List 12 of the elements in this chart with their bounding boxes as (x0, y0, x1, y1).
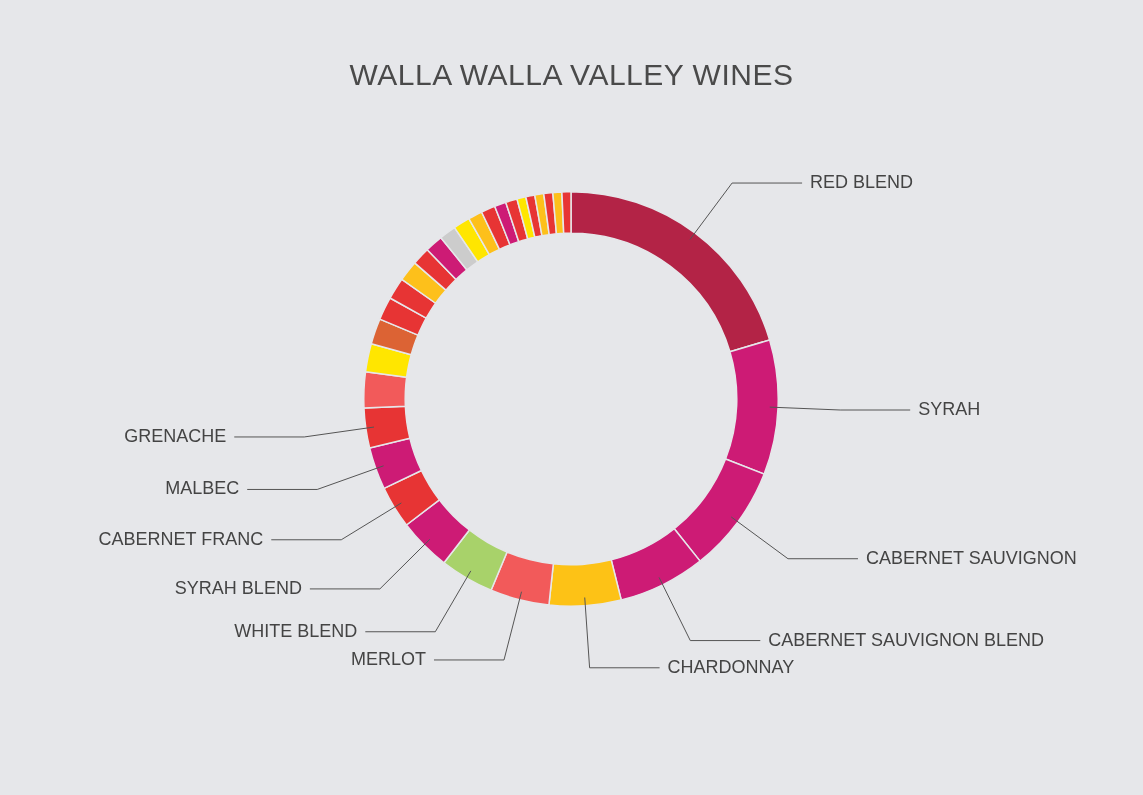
slice-label: SYRAH BLEND (174, 577, 302, 598)
slice-label: GRENACHE (124, 425, 227, 446)
slice-label: MERLOT (350, 648, 426, 669)
chart-title: WALLA WALLA VALLEY WINES (348, 58, 795, 92)
slice-label: WHITE BLEND (234, 620, 358, 641)
slice-label: SYRAH (918, 398, 981, 419)
slice-label: CABERNET FRANC (98, 528, 264, 549)
slice-label: CABERNET SAUVIGNON BLEND (768, 629, 1045, 650)
slice-label: RED BLEND (810, 172, 914, 193)
slice-label: CABERNET SAUVIGNON (865, 547, 1077, 568)
slice-label: CHARDONNAY (667, 656, 795, 677)
slice-label: MALBEC (165, 478, 240, 499)
